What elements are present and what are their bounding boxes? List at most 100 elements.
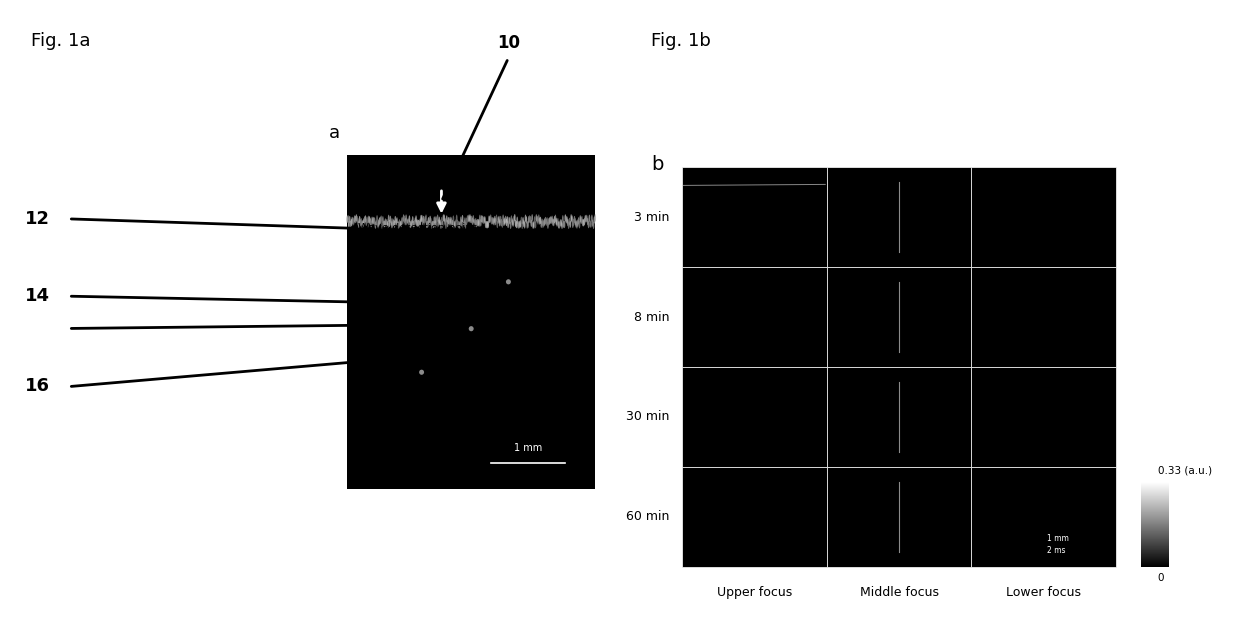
Ellipse shape [579, 221, 580, 229]
Ellipse shape [350, 221, 351, 228]
Ellipse shape [461, 215, 464, 222]
Ellipse shape [525, 214, 527, 222]
Ellipse shape [441, 217, 443, 224]
Ellipse shape [362, 220, 363, 227]
Ellipse shape [547, 217, 548, 225]
Text: 0: 0 [1158, 573, 1164, 583]
Ellipse shape [439, 220, 441, 227]
Ellipse shape [536, 216, 538, 223]
Ellipse shape [481, 215, 482, 223]
Ellipse shape [486, 221, 489, 229]
Ellipse shape [591, 220, 594, 227]
Ellipse shape [435, 216, 436, 223]
Ellipse shape [379, 216, 381, 224]
Ellipse shape [585, 214, 587, 222]
Ellipse shape [377, 222, 378, 229]
Ellipse shape [373, 217, 374, 224]
Ellipse shape [418, 220, 419, 227]
Ellipse shape [554, 214, 557, 222]
Ellipse shape [450, 216, 451, 224]
Ellipse shape [498, 219, 501, 227]
Bar [827, 467, 971, 567]
Ellipse shape [427, 221, 428, 228]
Text: Upper focus: Upper focus [358, 297, 425, 307]
Ellipse shape [531, 214, 533, 222]
Ellipse shape [503, 218, 506, 225]
Ellipse shape [424, 216, 427, 223]
Ellipse shape [432, 222, 433, 229]
Ellipse shape [533, 222, 534, 229]
Ellipse shape [577, 220, 579, 227]
Ellipse shape [511, 215, 512, 223]
Ellipse shape [559, 219, 562, 227]
Ellipse shape [569, 220, 572, 228]
Ellipse shape [436, 214, 439, 222]
Ellipse shape [434, 216, 435, 223]
Bar [347, 155, 595, 489]
Ellipse shape [583, 219, 584, 227]
Ellipse shape [562, 215, 564, 222]
Ellipse shape [366, 216, 368, 224]
Ellipse shape [463, 222, 464, 229]
Ellipse shape [469, 214, 471, 222]
Ellipse shape [378, 218, 381, 225]
Ellipse shape [554, 216, 556, 223]
Ellipse shape [479, 220, 480, 227]
Ellipse shape [526, 222, 528, 229]
Ellipse shape [521, 216, 522, 224]
Ellipse shape [391, 218, 392, 225]
Ellipse shape [570, 214, 572, 222]
Ellipse shape [558, 221, 559, 229]
Ellipse shape [381, 222, 383, 229]
Ellipse shape [565, 216, 567, 223]
Ellipse shape [451, 220, 454, 227]
Text: 1 mm: 1 mm [515, 442, 542, 453]
Ellipse shape [445, 222, 446, 229]
Bar [971, 367, 1116, 467]
Ellipse shape [549, 217, 551, 225]
Ellipse shape [495, 218, 496, 225]
Ellipse shape [352, 218, 353, 225]
Ellipse shape [516, 221, 517, 228]
Ellipse shape [562, 222, 563, 229]
Ellipse shape [584, 215, 587, 222]
Text: 2 ms: 2 ms [1047, 546, 1065, 555]
Ellipse shape [356, 214, 357, 222]
Ellipse shape [408, 218, 409, 225]
Ellipse shape [434, 220, 436, 227]
Ellipse shape [440, 222, 441, 229]
Ellipse shape [528, 216, 529, 223]
Ellipse shape [574, 216, 575, 223]
Ellipse shape [371, 221, 372, 228]
Ellipse shape [474, 219, 475, 226]
Ellipse shape [410, 221, 412, 228]
Ellipse shape [444, 218, 446, 225]
Ellipse shape [441, 221, 444, 228]
Ellipse shape [357, 218, 358, 225]
Ellipse shape [423, 216, 424, 223]
Ellipse shape [459, 222, 461, 229]
Ellipse shape [438, 220, 439, 227]
Bar [827, 367, 971, 467]
Text: 16: 16 [25, 377, 50, 395]
Ellipse shape [590, 220, 591, 227]
Bar [971, 267, 1116, 367]
Ellipse shape [436, 221, 438, 228]
Ellipse shape [449, 219, 451, 226]
Ellipse shape [381, 216, 382, 223]
Ellipse shape [371, 216, 373, 224]
Ellipse shape [444, 214, 445, 222]
Ellipse shape [415, 219, 418, 227]
Ellipse shape [584, 218, 585, 225]
Ellipse shape [546, 218, 547, 226]
Ellipse shape [464, 217, 466, 225]
Ellipse shape [398, 219, 401, 227]
Text: 12: 12 [25, 210, 50, 228]
Ellipse shape [505, 216, 506, 223]
Ellipse shape [594, 216, 595, 223]
Ellipse shape [418, 220, 420, 228]
Ellipse shape [538, 214, 539, 222]
Ellipse shape [424, 219, 425, 226]
Ellipse shape [563, 220, 564, 228]
Ellipse shape [578, 217, 579, 225]
